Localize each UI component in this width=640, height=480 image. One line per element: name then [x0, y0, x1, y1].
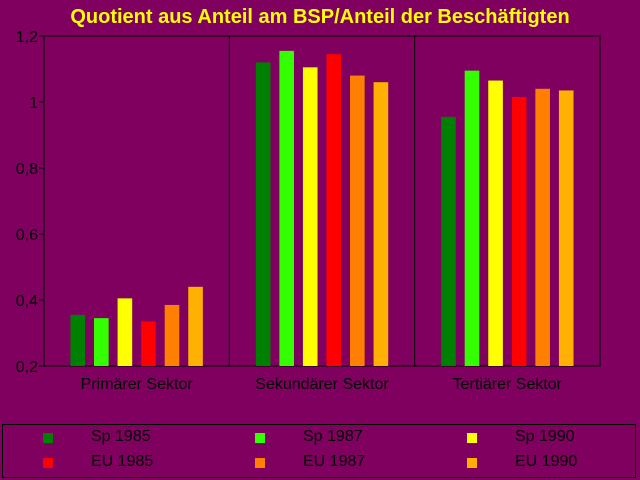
bar [188, 286, 203, 366]
y-tick-label: 0,6 [16, 227, 38, 244]
bar [488, 80, 503, 367]
legend-label: EU 1987 [303, 453, 366, 470]
bar [535, 88, 550, 367]
legend-label: Sp 1987 [303, 428, 363, 445]
bar [350, 75, 365, 366]
bar [326, 54, 342, 367]
bar [255, 62, 271, 367]
bar [511, 97, 527, 367]
bar-chart: 0,2 0,4 0,6 0,8 1 1,2 Primärer Sektor Sekundäre… [16, 29, 601, 393]
x-tick-label: Sekundärer Sektor [255, 376, 389, 393]
x-tick-label: Primärer Sektor [81, 376, 194, 393]
bar [141, 321, 156, 366]
bar [94, 318, 109, 366]
legend-label: EU 1990 [515, 453, 578, 470]
bar [279, 50, 294, 366]
bar [117, 298, 133, 366]
bar [464, 70, 480, 367]
y-tick-label: 1,2 [16, 29, 38, 46]
bar [164, 304, 180, 366]
bar [302, 67, 318, 366]
bar [558, 90, 574, 366]
legend-swatch [43, 458, 53, 468]
y-tick-label: 0,4 [16, 293, 38, 310]
legend-label: Sp 1985 [91, 428, 151, 445]
legend-label: Sp 1990 [515, 428, 575, 445]
legend-swatch [255, 433, 265, 443]
legend-swatch [467, 433, 477, 443]
y-tick-label: 0,2 [16, 359, 38, 376]
plot-frame [43, 35, 601, 367]
y-tick-label: 1 [29, 95, 38, 112]
x-tick-label: Tertiärer Sektor [453, 376, 563, 393]
legend-label: EU 1985 [91, 453, 154, 470]
y-tick-label: 0,8 [16, 161, 38, 178]
bar [441, 116, 456, 366]
chart-title: Quotient aus Anteil am BSP/Anteil der Be… [70, 6, 570, 28]
bar [70, 314, 86, 366]
bar [373, 82, 389, 366]
legend-swatch [43, 433, 53, 443]
legend: Sp 1985 Sp 1987 Sp 1990 EU 1985 EU 1987 EU 19… [2, 424, 636, 478]
legend-swatch [255, 458, 265, 468]
legend-swatch [467, 458, 477, 468]
